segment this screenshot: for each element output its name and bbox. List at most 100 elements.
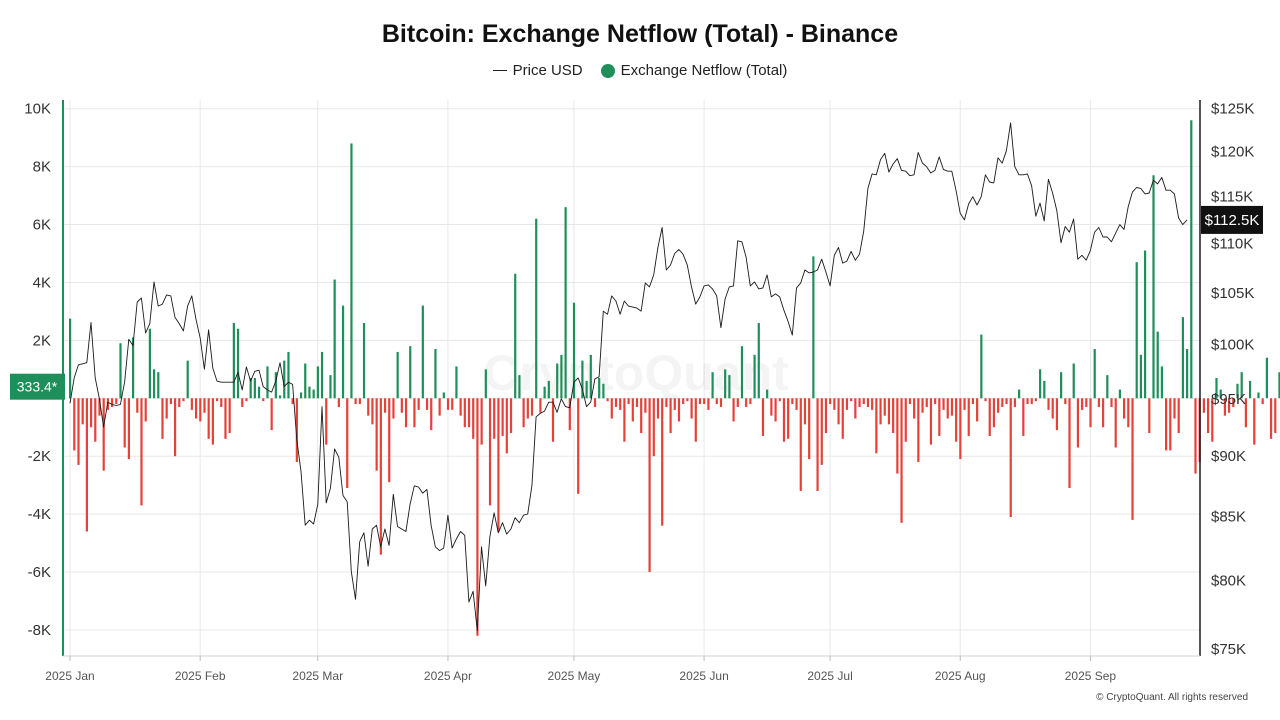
- netflow-bar: [539, 398, 542, 413]
- netflow-bar: [854, 398, 857, 419]
- netflow-bar: [73, 398, 76, 451]
- netflow-bar: [333, 279, 336, 399]
- x-tick-label: 2025 Aug: [935, 669, 986, 683]
- netflow-bar: [803, 398, 807, 425]
- netflow-bar: [518, 375, 521, 399]
- netflow-bar: [89, 398, 93, 428]
- netflow-bar: [165, 398, 168, 419]
- netflow-bar: [656, 398, 660, 419]
- left-tick-label: 8K: [33, 159, 51, 176]
- netflow-bar: [585, 380, 588, 399]
- netflow-bar: [190, 398, 193, 410]
- price-line: [69, 122, 1188, 632]
- netflow-bar: [1257, 392, 1260, 399]
- netflow-bar: [1060, 372, 1063, 399]
- netflow-bar: [711, 372, 714, 399]
- legend-price-label: Price USD: [512, 62, 583, 79]
- netflow-bar: [1232, 398, 1235, 407]
- netflow-bar: [1144, 250, 1147, 399]
- netflow-bar: [665, 398, 668, 407]
- netflow-bar: [829, 398, 832, 405]
- netflow-bar: [421, 305, 424, 399]
- legend-item-price[interactable]: Price USD: [492, 62, 583, 79]
- netflow-bar: [1236, 383, 1239, 399]
- x-tick-label: 2025 Feb: [175, 669, 226, 683]
- left-tick-label: 10K: [24, 101, 51, 118]
- netflow-bar: [270, 398, 273, 431]
- netflow-bar: [148, 328, 151, 399]
- netflow-bar: [631, 398, 634, 422]
- netflow-bar: [354, 398, 357, 405]
- netflow-bar: [346, 398, 349, 489]
- netflow-bar: [203, 398, 206, 413]
- netflow-bar: [1009, 398, 1012, 517]
- left-tick-label: -4K: [28, 506, 51, 523]
- netflow-bar: [661, 398, 664, 526]
- netflow-bar: [463, 398, 466, 428]
- right-tick-label: $100K: [1211, 337, 1254, 354]
- last-netflow-badge-bg: [10, 373, 65, 400]
- netflow-bar: [413, 398, 416, 428]
- netflow-bar: [535, 218, 538, 399]
- netflow-bar: [770, 398, 773, 416]
- netflow-bar: [417, 398, 420, 410]
- netflow-bar: [669, 398, 672, 434]
- x-tick-label: 2025 May: [548, 669, 601, 683]
- netflow-bar: [858, 398, 861, 407]
- right-tick-label: $80K: [1211, 573, 1246, 590]
- netflow-bar: [871, 398, 874, 410]
- last-price-badge: $112.5K: [1201, 205, 1263, 234]
- netflow-bar: [883, 398, 886, 416]
- netflow-bar: [1274, 398, 1277, 434]
- netflow-bar: [791, 398, 794, 405]
- netflow-bar: [887, 398, 891, 425]
- netflow-bar: [199, 398, 202, 422]
- right-tick-label: $95K: [1211, 391, 1246, 408]
- netflow-bar: [220, 398, 223, 407]
- netflow-bar: [274, 372, 277, 399]
- netflow-bar: [1102, 398, 1105, 428]
- netflow-bar: [677, 398, 681, 422]
- netflow-bar: [757, 322, 760, 399]
- netflow-bar: [929, 398, 933, 445]
- netflow-bar: [94, 398, 97, 442]
- netflow-bar: [140, 398, 143, 506]
- netflow-bar: [102, 398, 105, 471]
- netflow-bar: [904, 398, 907, 442]
- netflow-bar: [908, 398, 912, 405]
- copyright-credit: © CryptoQuant. All rights reserved: [1096, 692, 1248, 703]
- netflow-bar: [169, 398, 172, 405]
- netflow-bar: [556, 363, 559, 399]
- netflow-bar: [1244, 398, 1247, 428]
- netflow-bar: [367, 398, 370, 416]
- netflow-bar: [1148, 398, 1151, 434]
- netflow-bar: [131, 337, 135, 399]
- netflow-bar: [896, 398, 899, 474]
- netflow-bar: [1269, 398, 1273, 439]
- netflow-bar: [1123, 398, 1126, 419]
- netflow-bar: [719, 398, 723, 407]
- last-netflow-label: 333.4*: [17, 379, 58, 395]
- netflow-bar: [316, 366, 319, 399]
- netflow-bar: [329, 375, 332, 399]
- netflow-bar: [1085, 398, 1088, 407]
- netflow-bar: [304, 363, 307, 399]
- netflow-bar: [703, 398, 706, 405]
- netflow-bar: [186, 360, 189, 399]
- netflow-bar: [1135, 262, 1138, 399]
- netflow-bar: [862, 398, 865, 405]
- left-tick-label: -8K: [28, 622, 51, 639]
- netflow-bar: [1106, 375, 1109, 399]
- legend-item-netflow[interactable]: Exchange Netflow (Total): [600, 62, 787, 79]
- netflow-bar: [913, 398, 916, 419]
- netflow-bar: [1202, 398, 1205, 413]
- netflow-bar: [136, 398, 139, 413]
- netflow-bar: [1026, 398, 1029, 405]
- netflow-bar: [1211, 398, 1214, 442]
- netflow-bar: [682, 398, 685, 405]
- netflow-bar: [152, 369, 156, 399]
- left-tick-label: -2K: [28, 448, 51, 465]
- netflow-bar: [698, 398, 702, 405]
- netflow-bar: [442, 392, 445, 399]
- netflow-bar: [724, 369, 727, 399]
